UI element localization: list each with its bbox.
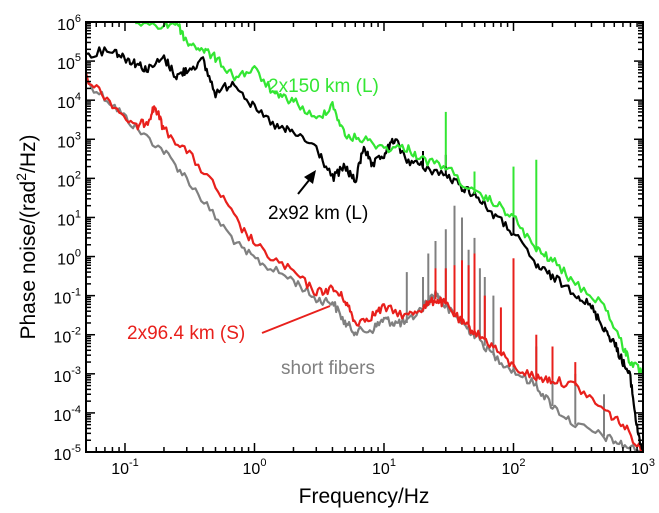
tick-layer xyxy=(85,21,644,453)
y-tick-label: 105 xyxy=(57,52,81,73)
y-axis-title: Phase noise/(rad2/Hz) xyxy=(13,134,40,339)
annotation-2x92km-arrowhead xyxy=(304,170,316,184)
y-tick-label: 101 xyxy=(57,208,81,229)
series-line-green xyxy=(135,21,644,375)
series-line-red xyxy=(84,72,644,453)
annotation-2x150km: 2x150 km (L) xyxy=(268,76,379,97)
x-tick-label: 100 xyxy=(243,457,267,478)
y-tick-label: 10-5 xyxy=(53,443,81,464)
series-layer xyxy=(84,21,645,453)
annotation-layer: 2x150 km (L) 2x92 km (L) 2x96.4 km (S) s… xyxy=(127,76,379,379)
annotation-2x96km-pointer xyxy=(261,305,331,334)
y-tick-label: 10-4 xyxy=(53,404,81,425)
y-tick-labels: 10-5 10-4 10-3 10-2 10-1 100 101 102 103 104 105 10… xyxy=(53,13,81,464)
x-tick-label: 103 xyxy=(631,457,655,478)
series-line-short xyxy=(85,80,644,453)
annotation-short-fibers: short fibers xyxy=(281,358,375,379)
y-tick-label: 100 xyxy=(57,248,81,269)
y-axis-title-sup: 2 xyxy=(13,173,29,181)
y-tick-label: 10-1 xyxy=(53,287,81,308)
y-tick-label: 104 xyxy=(57,91,81,112)
x-tick-label: 101 xyxy=(372,457,396,478)
y-tick-label: 103 xyxy=(57,130,81,151)
y-tick-label: 10-3 xyxy=(53,365,81,386)
annotation-2x92km: 2x92 km (L) xyxy=(268,203,368,224)
y-tick-label: 102 xyxy=(57,169,81,190)
x-tick-labels: 10-1 100 101 102 103 xyxy=(111,457,655,478)
y-axis-title-prefix: Phase noise/(rad xyxy=(17,181,40,340)
x-axis-title: Frequency/Hz xyxy=(299,485,430,508)
y-tick-label: 10-2 xyxy=(53,326,81,347)
x-tick-label: 10-1 xyxy=(111,457,139,478)
y-tick-label: 106 xyxy=(57,13,81,34)
y-axis-title-suffix: /Hz) xyxy=(17,134,40,173)
x-tick-label: 102 xyxy=(502,457,526,478)
annotation-2x96km: 2x96.4 km (S) xyxy=(127,323,245,344)
series-line-black xyxy=(85,46,645,452)
